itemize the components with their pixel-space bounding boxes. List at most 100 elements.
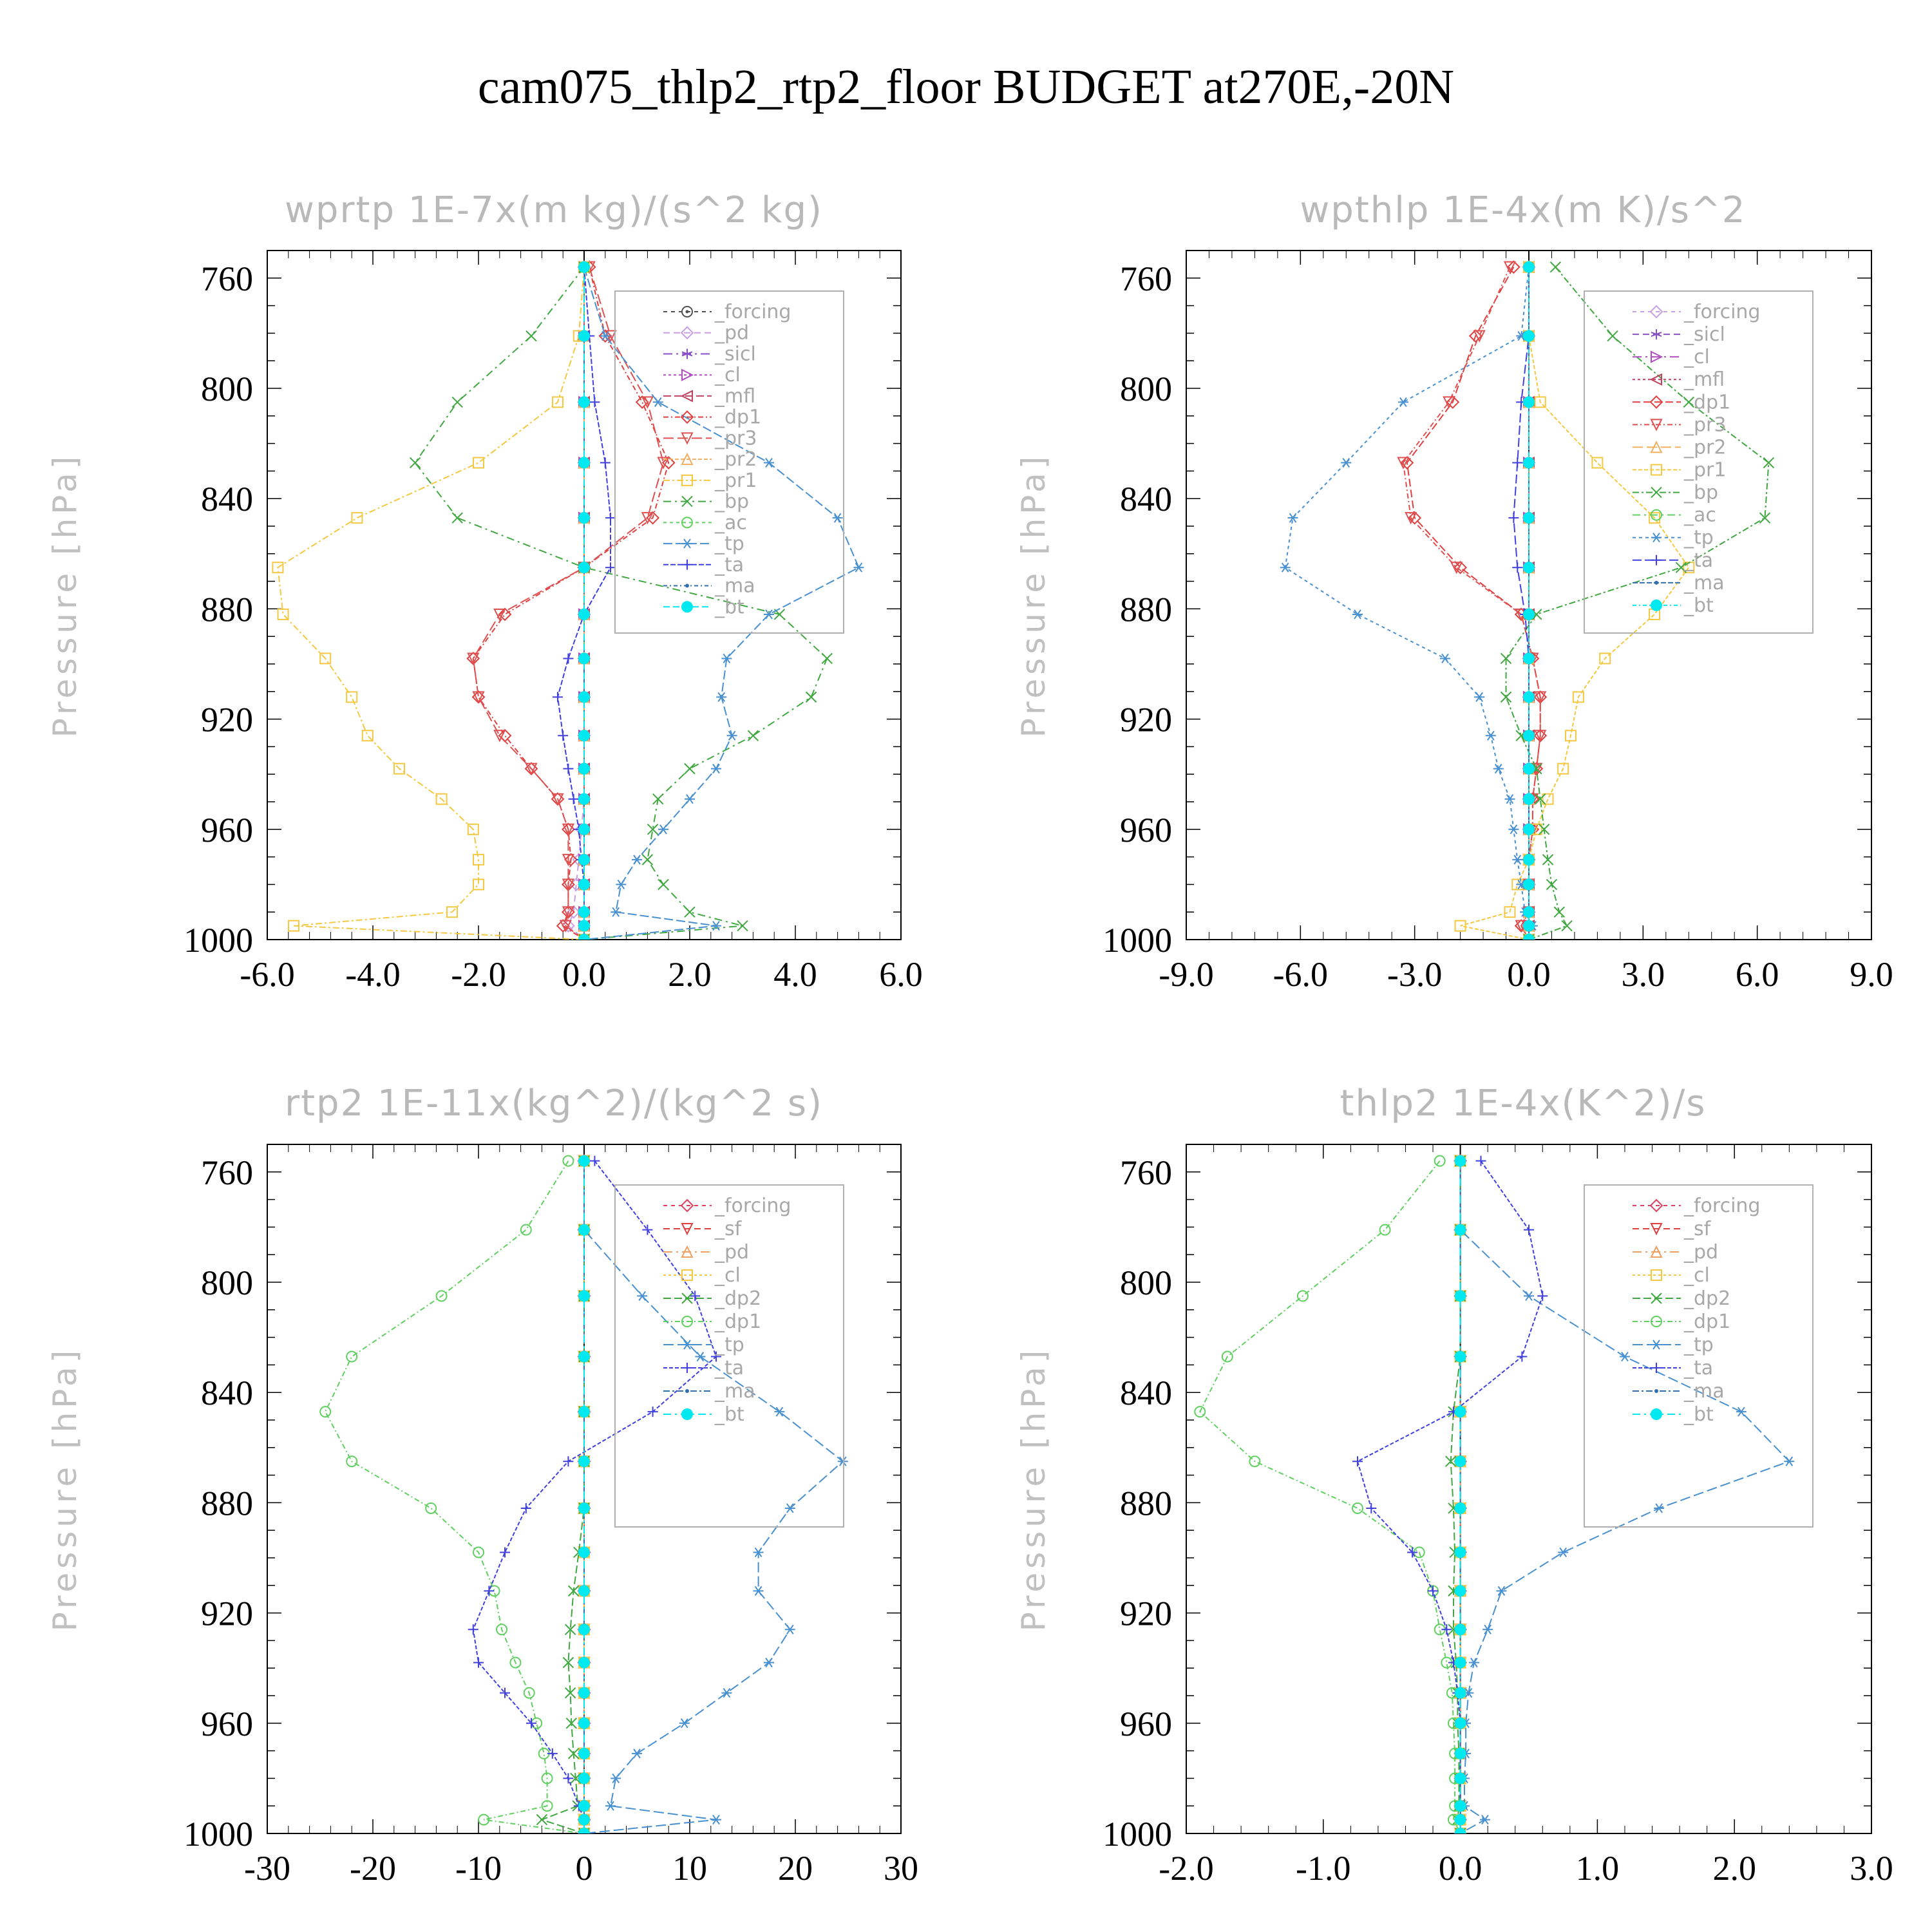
data-point-dp1	[523, 1687, 535, 1699]
y-axis-label: Pressure [hPa]	[46, 1347, 84, 1632]
legend-label: _sf	[714, 1218, 743, 1240]
legend-label: _pd	[714, 322, 749, 345]
data-point-tp	[764, 609, 774, 620]
x-tick-label: 1.0	[1576, 1849, 1620, 1888]
data-point-tp	[1504, 794, 1515, 804]
legend-label: _sicl	[1683, 323, 1725, 346]
data-point-dp1	[1408, 511, 1422, 525]
data-point-tp	[1474, 692, 1485, 702]
legend-label: _pr3	[1683, 413, 1726, 436]
y-tick-label: 880	[201, 1484, 253, 1522]
data-point-pr1	[446, 906, 458, 918]
data-point-tp	[1397, 397, 1408, 407]
legend-label: _cl	[1683, 346, 1710, 368]
legend-label: _ma	[714, 1380, 755, 1403]
data-point-dp1	[1296, 1290, 1309, 1302]
legend-label: _forcing	[1683, 301, 1760, 323]
legend-marker	[681, 432, 694, 445]
data-point-pr3	[562, 853, 575, 867]
data-point-ta	[563, 1456, 574, 1467]
x-tick-label: -9.0	[1159, 955, 1213, 994]
legend-label: _bt	[1683, 1403, 1714, 1426]
data-point-bt	[578, 261, 590, 273]
y-tick-label: 880	[1120, 1484, 1172, 1522]
data-point-pr3	[657, 457, 670, 469]
data-point-bt	[578, 1155, 590, 1167]
data-point-tp	[774, 1406, 785, 1417]
y-tick-label: 960	[1120, 1705, 1172, 1743]
data-point-tp	[1496, 1586, 1507, 1596]
data-point-dp1	[520, 1224, 532, 1236]
legend-marker	[681, 368, 694, 381]
x-tick-label: 0.0	[1439, 1849, 1482, 1888]
y-tick-label: 1000	[1103, 921, 1172, 960]
data-point-bt	[1523, 691, 1535, 703]
legend-label: _ta	[1683, 1357, 1713, 1379]
series-line-tp	[1459, 1160, 1791, 1833]
data-point-ta	[642, 1224, 653, 1235]
legend-label: _pr2	[714, 448, 757, 471]
data-point-bp	[1535, 793, 1546, 805]
legend-box	[614, 1184, 844, 1528]
data-point-bt	[578, 793, 590, 805]
data-point-bt	[578, 1814, 590, 1826]
y-tick-label: 920	[1120, 1595, 1172, 1633]
panel-1: wprtp 1E-7x(m kg)/(s^2 kg) Pressure [hPa]…	[46, 189, 923, 994]
legend-marker	[1649, 395, 1663, 409]
legend-box	[1584, 290, 1814, 634]
data-point-bt	[578, 608, 590, 620]
data-point-ta	[1517, 1351, 1528, 1362]
legend-marker	[680, 1198, 694, 1213]
data-point-bt	[578, 1624, 590, 1636]
legend-label: _dp1	[714, 1311, 761, 1333]
data-point-tp	[711, 1815, 721, 1825]
data-point-bt	[578, 330, 590, 342]
data-point-tp	[721, 653, 732, 664]
data-point-dp1	[1249, 1455, 1261, 1468]
data-point-ta	[1407, 1547, 1418, 1558]
data-point-bt	[578, 652, 590, 665]
data-point-dp1	[478, 1814, 490, 1826]
legend-marker	[1651, 554, 1662, 565]
data-point-dp1	[1221, 1350, 1233, 1363]
data-point-dp1	[319, 1406, 332, 1418]
legend-label: _mfl	[714, 385, 755, 408]
data-point-bp	[409, 457, 421, 469]
y-tick-label: 840	[201, 480, 253, 518]
legend-label: _ma	[1683, 1380, 1725, 1403]
data-point-bt	[1523, 762, 1535, 775]
legend-label: _dp2	[714, 1287, 761, 1310]
legend-marker	[1651, 599, 1662, 611]
data-point-bt	[578, 920, 590, 932]
y-tick-label: 840	[201, 1374, 253, 1412]
legend-marker	[682, 1363, 692, 1373]
data-point-tp	[853, 562, 864, 573]
data-point-tp	[832, 513, 843, 523]
data-point-pr3	[1503, 261, 1517, 274]
panel-title: wpthlp 1E-4x(m K)/s^2	[1300, 189, 1746, 231]
legend-label: _ta	[714, 554, 744, 576]
legend-label: _pd	[1683, 1241, 1718, 1264]
series-line-dp1	[1406, 267, 1541, 940]
data-point-dp2	[562, 1656, 574, 1669]
data-point-tp	[711, 764, 721, 774]
data-point-bt	[578, 1687, 590, 1699]
legend-label: _dp2	[1683, 1287, 1730, 1310]
legend-marker	[1651, 1316, 1662, 1327]
data-point-pr3	[1473, 330, 1486, 343]
y-tick-label: 960	[201, 1705, 253, 1743]
data-point-bt	[1454, 1224, 1466, 1236]
data-point-bt	[1523, 330, 1535, 342]
data-point-bp	[1675, 562, 1687, 573]
legend-marker	[681, 495, 693, 507]
data-point-dp1	[498, 607, 512, 621]
data-point-bp	[1538, 824, 1550, 835]
legend-marker	[680, 410, 694, 424]
series-area	[1194, 1154, 1795, 1833]
x-tick-label: -2.0	[451, 955, 506, 994]
data-point-bp	[821, 652, 833, 665]
data-point-bt	[578, 906, 590, 918]
data-point-bt	[1523, 512, 1535, 524]
data-point-pr1	[272, 562, 284, 574]
